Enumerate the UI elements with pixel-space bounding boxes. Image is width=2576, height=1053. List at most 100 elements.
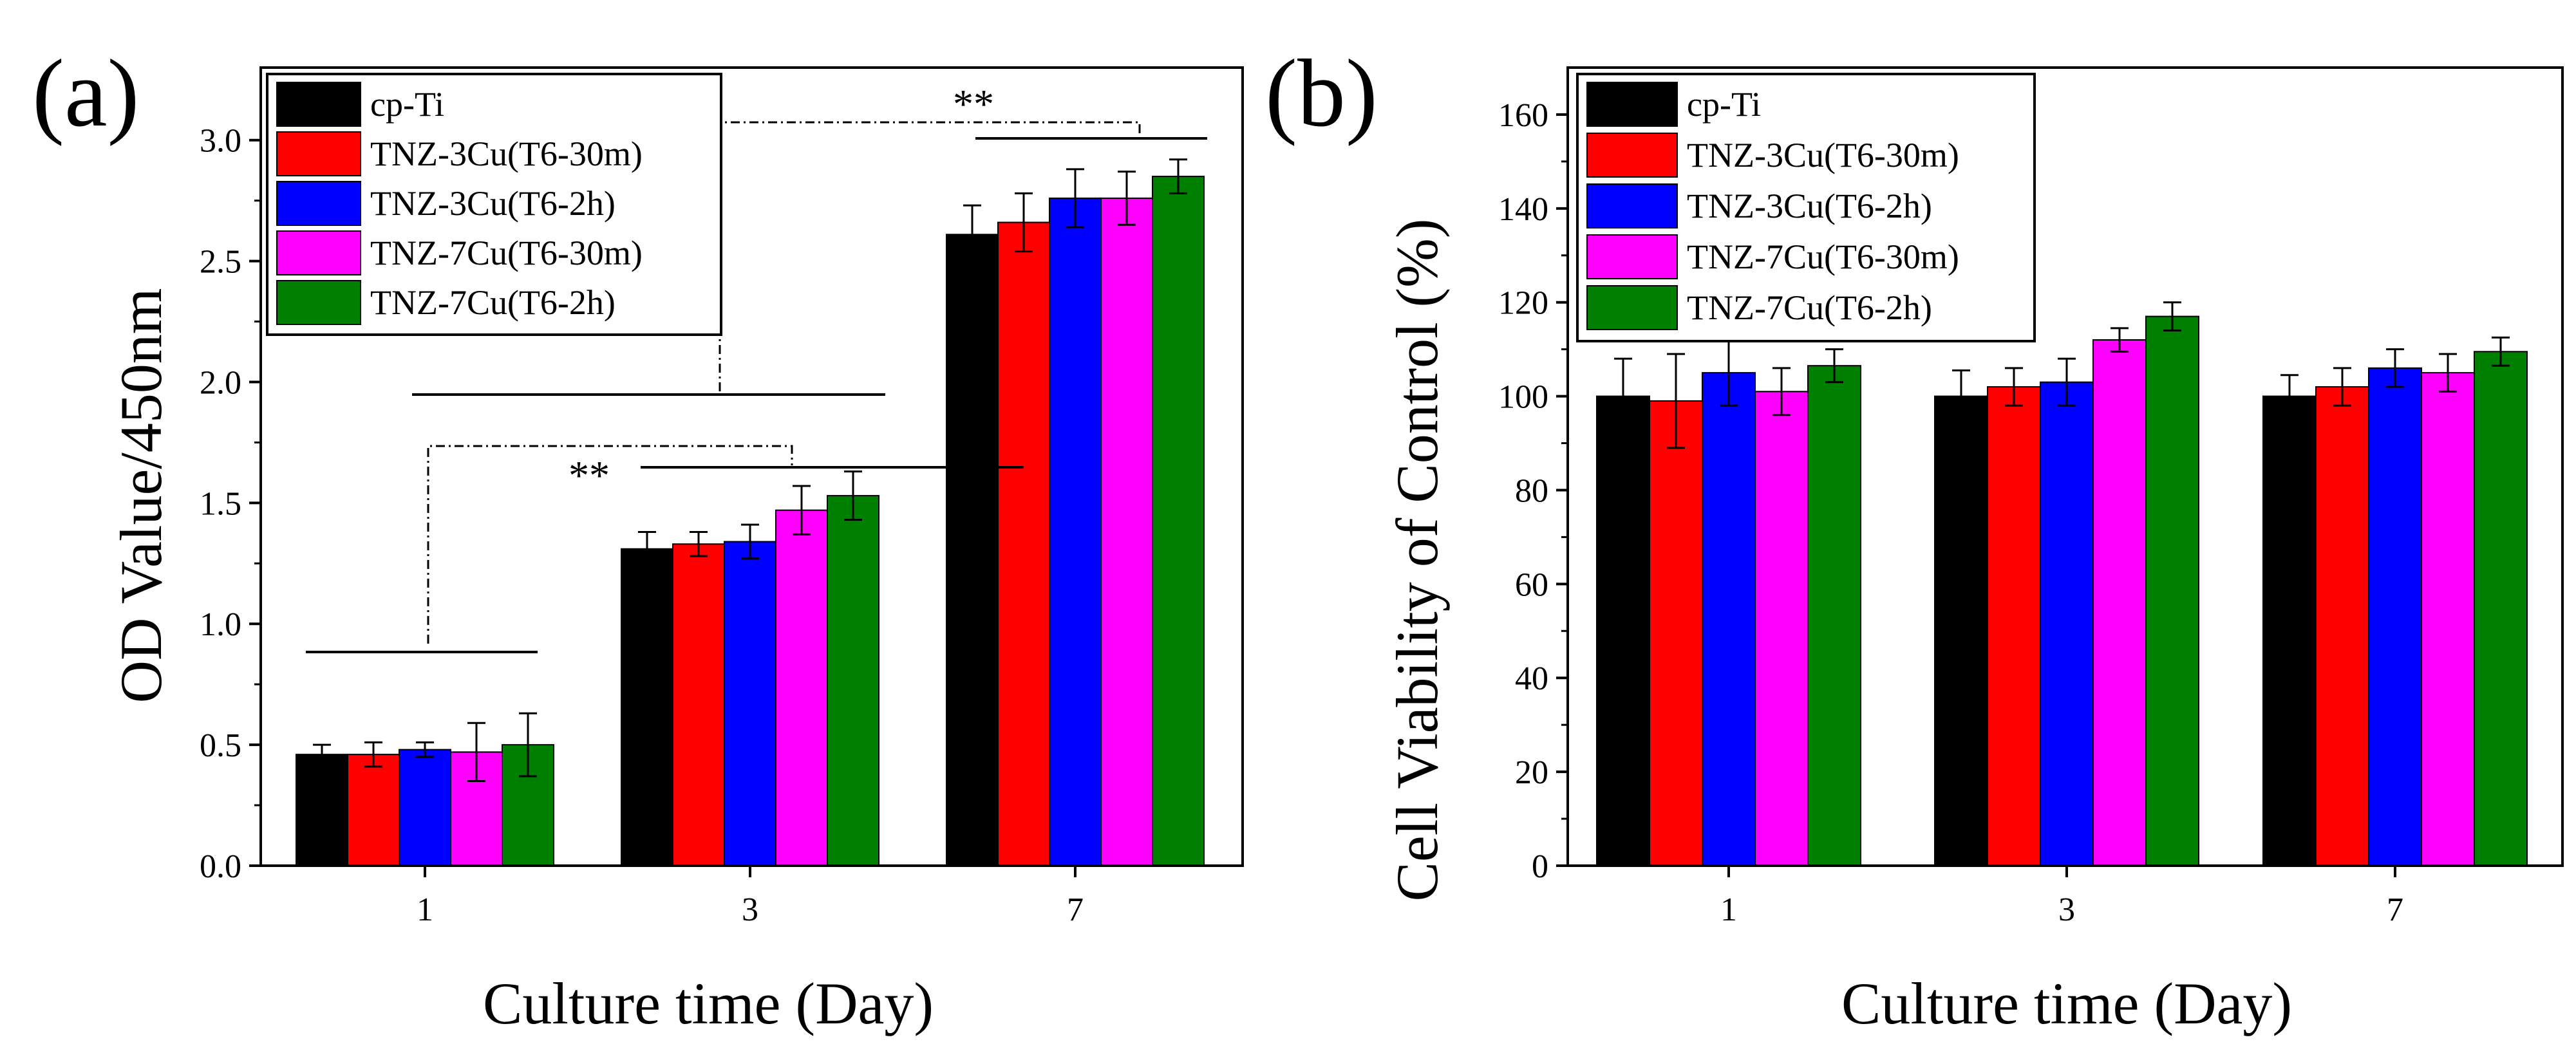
panel-a-ticks: 0.0 0.5 1.0 1.5 2.0 2.5 3.0 1 3 7 xyxy=(200,123,1084,928)
y-tick-label: 0.5 xyxy=(200,727,241,764)
error-bar-tnz-7cu-t6-30m-day-3 xyxy=(2111,327,2129,353)
panel-a-plot-frame xyxy=(259,66,1244,867)
y-tick-label: 100 xyxy=(1498,379,1548,416)
x-tick-label: 1 xyxy=(1720,891,1737,928)
legend-swatch-tnz-3cu-t6-2h xyxy=(276,181,361,226)
bar-tnz-3cu-t6-2h-day-1 xyxy=(1702,372,1756,866)
bar-tnz-3cu-t6-2h-day-7 xyxy=(1049,197,1102,867)
error-bar-tnz-7cu-t6-2h-day-7 xyxy=(2492,336,2510,367)
bar-tnz-3cu-t6-2h-day-7 xyxy=(2368,367,2422,866)
bar-tnz-3cu-t6-30m-day-1 xyxy=(347,754,400,866)
bar-tnz-3cu-t6-2h-day-1 xyxy=(399,749,451,866)
error-bar-tnz-7cu-t6-2h-day-1 xyxy=(1825,348,1843,384)
y-tick-label: 2.5 xyxy=(200,244,241,281)
bar-cp-ti-day-3 xyxy=(621,548,673,866)
x-tick-label: 3 xyxy=(2058,891,2075,928)
panel-b-x-axis-title: Culture time (Day) xyxy=(1841,971,2292,1036)
error-bar-tnz-3cu-t6-30m-day-1 xyxy=(1667,353,1685,449)
legend-label-tnz-7cu-t6-2h: TNZ-7Cu(T6-2h) xyxy=(1687,288,1932,327)
bar-tnz-3cu-t6-30m-day-3 xyxy=(672,543,725,866)
error-bar-tnz-7cu-t6-2h-day-7 xyxy=(1169,158,1187,194)
panel-b-bars xyxy=(1596,315,2528,866)
error-bar-tnz-3cu-t6-2h-day-7 xyxy=(1066,168,1084,228)
bar-tnz-7cu-t6-30m-day-1 xyxy=(1754,391,1809,866)
panel-a-error-bars xyxy=(313,158,1187,782)
legend-label-tnz-3cu-t6-2h: TNZ-3Cu(T6-2h) xyxy=(370,184,616,223)
bar-tnz-3cu-t6-2h-day-3 xyxy=(724,541,776,866)
error-bar-tnz-7cu-t6-2h-day-1 xyxy=(519,712,537,778)
bar-tnz-7cu-t6-2h-day-1 xyxy=(1807,365,1861,866)
legend-label-tnz-7cu-t6-30m: TNZ-7Cu(T6-30m) xyxy=(370,234,643,272)
error-bar-cp-ti-day-3 xyxy=(1952,369,1970,424)
y-tick-label: 0.0 xyxy=(200,848,241,885)
bar-tnz-3cu-t6-30m-day-1 xyxy=(1649,400,1703,866)
bar-tnz-3cu-t6-30m-day-7 xyxy=(2315,386,2369,866)
bar-tnz-7cu-t6-2h-day-7 xyxy=(1152,176,1205,866)
bar-tnz-3cu-t6-30m-day-7 xyxy=(997,221,1050,866)
x-tick-label: 1 xyxy=(417,891,433,928)
y-tick-label: 40 xyxy=(1515,660,1548,697)
error-bar-tnz-7cu-t6-30m-day-3 xyxy=(793,485,811,536)
panel-b-error-bars xyxy=(1614,301,2510,449)
bar-cp-ti-day-3 xyxy=(1934,395,1988,866)
panel-b-label: (b) xyxy=(1265,40,1378,147)
y-tick-label: 80 xyxy=(1515,472,1548,509)
error-bar-cp-ti-day-7 xyxy=(963,204,981,265)
y-tick-label: 3.0 xyxy=(200,123,241,160)
panel-b-legend: cp-Ti TNZ-3Cu(T6-30m) TNZ-3Cu(T6-2h) TNZ… xyxy=(1576,73,2036,342)
bar-tnz-7cu-t6-30m-day-3 xyxy=(2092,339,2147,866)
bar-tnz-7cu-t6-30m-day-7 xyxy=(1100,197,1153,867)
legend-label-tnz-3cu-t6-30m: TNZ-3Cu(T6-30m) xyxy=(1687,136,1959,174)
bar-cp-ti-day-1 xyxy=(1596,395,1650,866)
error-bar-tnz-3cu-t6-30m-day-3 xyxy=(690,530,708,557)
error-bar-tnz-7cu-t6-30m-day-1 xyxy=(467,722,485,782)
panel-a-y-axis-title: OD Value/450nm xyxy=(108,288,174,704)
x-tick-label: 3 xyxy=(742,891,758,928)
error-bar-tnz-3cu-t6-2h-day-7 xyxy=(2386,348,2404,388)
y-tick-label: 1.0 xyxy=(200,606,241,643)
error-bar-tnz-3cu-t6-30m-day-7 xyxy=(2333,367,2351,407)
panel-a-legend: cp-Ti TNZ-3Cu(T6-30m) TNZ-3Cu(T6-2h) TNZ… xyxy=(266,73,722,336)
error-bar-tnz-3cu-t6-30m-day-1 xyxy=(364,741,382,768)
error-bar-tnz-7cu-t6-30m-day-7 xyxy=(1118,171,1136,226)
error-bar-tnz-7cu-t6-30m-day-7 xyxy=(2439,353,2457,393)
panel-a-od-chart: (a) OD Value/450nm Culture time (Day) 0.… xyxy=(32,40,1244,1036)
bar-tnz-7cu-t6-30m-day-3 xyxy=(775,509,828,866)
error-bar-tnz-3cu-t6-30m-day-7 xyxy=(1015,192,1033,253)
error-bar-cp-ti-day-7 xyxy=(2280,374,2299,418)
panel-a-bars xyxy=(296,176,1205,867)
legend-swatch-cp-ti xyxy=(1586,82,1678,127)
legend-label-tnz-3cu-t6-2h: TNZ-3Cu(T6-2h) xyxy=(1687,187,1932,225)
sig-dash-lower xyxy=(427,445,793,644)
bar-tnz-7cu-t6-2h-day-3 xyxy=(827,495,879,866)
bar-cp-ti-day-7 xyxy=(946,234,999,867)
x-tick-label: 7 xyxy=(1067,891,1084,928)
error-bar-tnz-7cu-t6-2h-day-3 xyxy=(2163,301,2181,331)
bar-cp-ti-day-7 xyxy=(2262,395,2317,866)
bar-tnz-7cu-t6-30m-day-7 xyxy=(2421,372,2475,866)
error-bar-tnz-3cu-t6-2h-day-3 xyxy=(741,523,759,560)
legend-swatch-tnz-3cu-t6-30m xyxy=(276,131,361,176)
y-tick-label: 0 xyxy=(1532,848,1548,885)
bar-tnz-3cu-t6-30m-day-3 xyxy=(1987,386,2041,866)
legend-label-cp-ti: cp-Ti xyxy=(1687,85,1761,124)
y-tick-label: 2.0 xyxy=(200,364,241,401)
legend-swatch-cp-ti xyxy=(276,82,361,127)
legend-swatch-tnz-7cu-t6-2h xyxy=(1586,285,1678,330)
legend-label-tnz-7cu-t6-30m: TNZ-7Cu(T6-30m) xyxy=(1687,238,1959,276)
bar-tnz-7cu-t6-2h-day-3 xyxy=(2145,315,2199,866)
error-bar-tnz-3cu-t6-2h-day-1 xyxy=(416,741,434,758)
panel-b-viability-chart: (b) Cell Viability of Control (%) Cultur… xyxy=(1265,40,2564,1036)
error-bar-tnz-3cu-t6-2h-day-3 xyxy=(2058,357,2076,407)
legend-label-tnz-3cu-t6-30m: TNZ-3Cu(T6-30m) xyxy=(370,135,643,173)
y-tick-label: 140 xyxy=(1498,191,1548,228)
legend-swatch-tnz-7cu-t6-30m xyxy=(276,230,361,275)
error-bar-tnz-7cu-t6-30m-day-1 xyxy=(1772,367,1791,416)
sig-label-day7: ** xyxy=(953,81,994,127)
panel-b-y-axis-title: Cell Viability of Control (%) xyxy=(1384,219,1450,902)
bar-tnz-7cu-t6-2h-day-7 xyxy=(2474,351,2528,866)
error-bar-cp-ti-day-1 xyxy=(1614,357,1632,435)
legend-label-tnz-7cu-t6-2h: TNZ-7Cu(T6-2h) xyxy=(370,283,616,322)
bar-tnz-3cu-t6-2h-day-3 xyxy=(2040,381,2094,866)
